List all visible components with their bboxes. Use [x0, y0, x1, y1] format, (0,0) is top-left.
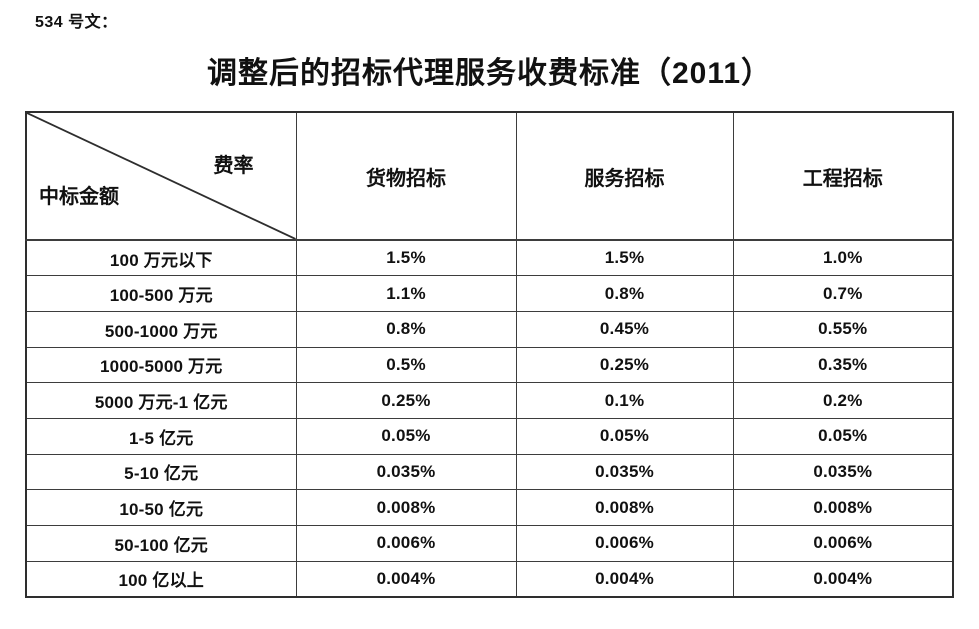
rate-value-cell: 0.006%	[732, 525, 954, 562]
rate-value-cell: 0.35%	[732, 346, 954, 384]
rate-value-cell: 0.05%	[295, 417, 517, 455]
rate-value-cell: 0.008%	[732, 489, 954, 526]
table-row: 100 亿以上 0.004% 0.004% 0.004%	[25, 560, 954, 598]
column-header-services: 服务招标	[515, 111, 734, 241]
table-row: 100-500 万元 1.1% 0.8% 0.7%	[25, 275, 954, 312]
rate-value-cell: 1.0%	[732, 239, 954, 277]
rate-value-cell: 0.05%	[732, 417, 954, 455]
rate-value-cell: 0.25%	[515, 346, 734, 384]
rate-value-cell: 1.5%	[295, 239, 517, 277]
rate-value-cell: 0.55%	[732, 310, 954, 348]
diagonal-divider-line	[27, 113, 296, 239]
page-title: 调整后的招标代理服务收费标准（2011）	[206, 57, 773, 90]
rate-value-cell: 0.035%	[515, 453, 734, 491]
table-row: 5-10 亿元 0.035% 0.035% 0.035%	[25, 453, 954, 491]
bid-amount-cell: 100 万元以下	[25, 239, 297, 277]
table-row: 500-1000 万元 0.8% 0.45% 0.55%	[25, 310, 954, 348]
rate-value-cell: 0.008%	[295, 489, 517, 526]
rate-value-cell: 0.004%	[515, 560, 734, 598]
doc-number-label: 534 号文：	[35, 14, 118, 31]
fee-table-body: 100 万元以下 1.5% 1.5% 1.0% 100-500 万元 1.1% 0.8% 0.…	[25, 239, 954, 598]
bid-amount-cell: 50-100 亿元	[25, 525, 297, 562]
rate-value-cell: 0.035%	[732, 453, 954, 491]
rate-value-cell: 1.1%	[295, 275, 517, 312]
rate-value-cell: 0.1%	[515, 382, 734, 419]
table-row: 1-5 亿元 0.05% 0.05% 0.05%	[25, 417, 954, 455]
rate-value-cell: 0.8%	[295, 310, 517, 348]
bid-amount-cell: 1000-5000 万元	[25, 346, 297, 384]
rate-value-cell: 0.008%	[515, 489, 734, 526]
rate-value-cell: 0.2%	[732, 382, 954, 419]
rate-value-cell: 0.05%	[515, 417, 734, 455]
rate-value-cell: 0.7%	[732, 275, 954, 312]
rate-value-cell: 1.5%	[515, 239, 734, 277]
bid-amount-cell: 1-5 亿元	[25, 417, 297, 455]
bid-amount-cell: 5-10 亿元	[25, 453, 297, 491]
table-row: 5000 万元-1 亿元 0.25% 0.1% 0.2%	[25, 382, 954, 419]
bid-amount-cell: 100-500 万元	[25, 275, 297, 312]
table-row: 10-50 亿元 0.008% 0.008% 0.008%	[25, 489, 954, 526]
corner-label-bid-amount: 中标金额	[39, 186, 119, 208]
table-row: 50-100 亿元 0.006% 0.006% 0.006%	[25, 525, 954, 562]
bid-amount-cell: 100 亿以上	[25, 560, 297, 598]
rate-value-cell: 0.25%	[295, 382, 517, 419]
table-row: 1000-5000 万元 0.5% 0.25% 0.35%	[25, 346, 954, 384]
rate-value-cell: 0.8%	[515, 275, 734, 312]
table-row: 100 万元以下 1.5% 1.5% 1.0%	[25, 239, 954, 277]
rate-value-cell: 0.035%	[295, 453, 517, 491]
bid-amount-cell: 10-50 亿元	[25, 489, 297, 526]
rate-value-cell: 0.5%	[295, 346, 517, 384]
fee-rate-table: 费率 中标金额 货物招标 服务招标 工程招标 100 万元以下 1.5% 1.5% 1…	[25, 111, 954, 598]
bid-amount-cell: 5000 万元-1 亿元	[25, 382, 297, 419]
bid-amount-cell: 500-1000 万元	[25, 310, 297, 348]
rate-value-cell: 0.006%	[515, 525, 734, 562]
corner-header-cell: 费率 中标金额	[25, 111, 297, 241]
rate-value-cell: 0.006%	[295, 525, 517, 562]
corner-label-rate: 费率	[213, 155, 254, 177]
column-header-goods: 货物招标	[295, 111, 517, 241]
header-row: 费率 中标金额 货物招标 服务招标 工程招标	[25, 111, 954, 241]
rate-value-cell: 0.45%	[515, 310, 734, 348]
rate-value-cell: 0.004%	[295, 560, 517, 598]
rate-value-cell: 0.004%	[732, 560, 954, 598]
column-header-engineering: 工程招标	[732, 111, 954, 241]
